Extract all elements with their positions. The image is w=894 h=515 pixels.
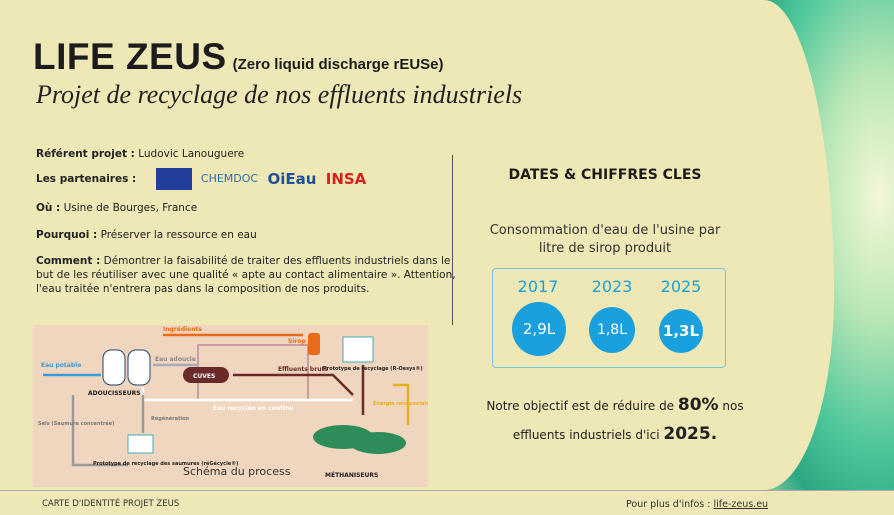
label: CUVES — [193, 373, 215, 380]
label: Comment : — [36, 255, 101, 267]
prototype-box — [342, 336, 374, 363]
value: Préserver la ressource en eau — [100, 229, 257, 241]
eu-logo — [155, 168, 192, 190]
divider — [452, 155, 453, 325]
label: Sirop — [288, 338, 306, 345]
label: Énergie renouvelable — [373, 399, 428, 407]
value: Démontrer la faisabilité de traiter des … — [36, 255, 456, 295]
year: 2017 — [517, 277, 559, 296]
year: 2023 — [591, 277, 633, 296]
label: Prototype de recyclage des saumures (réG… — [93, 460, 238, 467]
bottle — [308, 333, 320, 355]
label: Eau adoucie — [155, 356, 196, 363]
info-referent: Référent projet : Ludovic Lanouguere — [36, 147, 456, 161]
label: Les partenaires : — [36, 173, 137, 185]
partner-logo: OiEau — [267, 170, 317, 188]
label: Sels (Saumure concentrée) — [38, 420, 114, 427]
footer-line — [0, 490, 894, 491]
labels: Eau potable Ingrédients Eau adoucie Siro… — [38, 326, 428, 479]
highlight: 2025. — [663, 424, 718, 444]
partner-logo: CHEMDOC — [200, 172, 259, 185]
label: Référent projet : — [36, 148, 135, 160]
label: Où : — [36, 202, 61, 214]
label: Ingrédients — [163, 326, 202, 333]
label: MÉTHANISEURS — [325, 471, 378, 479]
value-circle: 1,3L — [659, 309, 703, 353]
key-figures-title: DATES & CHIFFRES CLES — [508, 167, 702, 183]
value-circle: 2,9L — [512, 302, 566, 356]
key-figures-subtitle: Consommation d'eau de l'usine par litre … — [489, 223, 721, 256]
goal-line: effluents industriels d'ici 2025. — [465, 424, 765, 444]
value-circle: 1,8L — [589, 307, 635, 353]
info-how: Comment : Démontrer la faisabilité de tr… — [36, 254, 456, 296]
goal-line: Notre objectif est de réduire de 80% nos — [465, 395, 765, 415]
cuves-box — [183, 367, 229, 383]
label: Eau potable — [41, 362, 81, 369]
text: Notre objectif est de réduire de — [486, 399, 675, 413]
arrows — [43, 333, 410, 467]
process-diagram: Eau potable Ingrédients Eau adoucie Siro… — [33, 325, 428, 487]
decor-mask — [694, 0, 834, 490]
label: Pourquoi : — [36, 229, 98, 241]
value: Usine de Bourges, France — [63, 202, 198, 214]
tagline: Projet de recyclage de nos effluents ind… — [36, 80, 523, 109]
methaniseur — [350, 432, 406, 454]
label: Prototype de recyclage (R-Oesys®) — [323, 366, 423, 372]
footer-left: CARTE D'IDENTITÉ PROJET ZEUS — [42, 499, 180, 509]
highlight: 80% — [677, 395, 719, 415]
subtitle: (Zero liquid discharge rEUSe) — [232, 56, 444, 73]
footer-right: Pour plus d'infos : life-zeus.eu — [626, 499, 768, 510]
value: Ludovic Lanouguere — [138, 148, 245, 160]
text: effluents industriels d'ici — [512, 428, 660, 442]
title-text: LIFE ZEUS — [33, 36, 227, 77]
partner-logo: INSA — [325, 170, 367, 188]
caption: Schéma du process — [183, 465, 291, 478]
tank — [102, 349, 126, 386]
text: Pour plus d'infos : — [626, 499, 711, 510]
label: ADOUCISSEURS — [88, 390, 141, 397]
year: 2025 — [660, 277, 702, 296]
figures-box — [492, 268, 726, 368]
label: Régénération — [151, 415, 190, 422]
prototype-box — [127, 434, 154, 454]
title: LIFE ZEUS (Zero liquid discharge rEUSe) — [33, 36, 444, 78]
text: nos — [722, 399, 744, 413]
info-where: Où : Usine de Bourges, France — [36, 201, 456, 215]
label: Eau recyclée en continu — [213, 405, 294, 412]
tank — [127, 349, 151, 386]
link[interactable]: life-zeus.eu — [713, 499, 769, 510]
label: Effluents bruts — [278, 366, 328, 373]
info-partners: Les partenaires : CHEMDOC OiEau INSA — [36, 168, 456, 190]
info-why: Pourquoi : Préserver la ressource en eau — [36, 228, 456, 242]
